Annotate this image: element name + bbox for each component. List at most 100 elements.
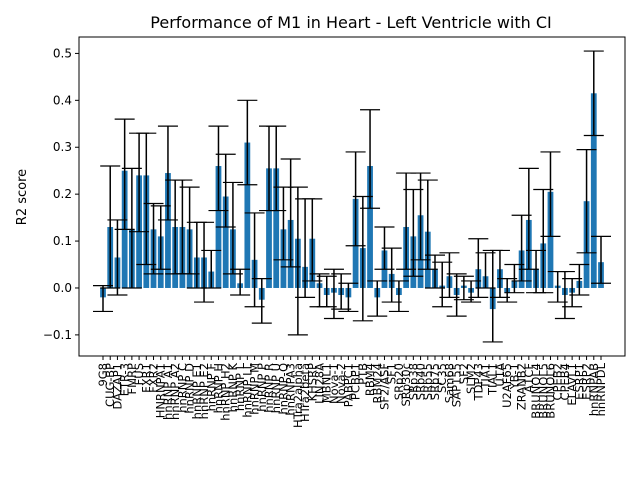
x-tick-label-28: HTra2beta — [298, 363, 312, 422]
chart-title: Performance of M1 in Heart - Left Ventri… — [150, 13, 551, 32]
x-tick-label-22: hnRNP P — [255, 363, 269, 412]
x-tick-label-54: TIAL1 — [486, 363, 500, 396]
bar-17 — [222, 196, 229, 288]
y-tick-label-2: 0.1 — [53, 234, 72, 248]
x-tick-label-66: ESRP1 — [572, 363, 586, 400]
x-tick-label-4: FMRP — [125, 363, 139, 395]
x-tick-label-29: KHSRP — [305, 363, 319, 401]
errorbar-20 — [237, 99, 258, 186]
x-tick-label-58: ZRANB2 — [515, 363, 529, 410]
x-tick-label-7: FXR2 — [147, 363, 161, 393]
x-axis: 9G8CUG-BPDAZAP1ETR-3FMRPFUSFXR1FXR2HNRNP… — [96, 356, 608, 428]
errorbars-layer — [93, 50, 611, 343]
x-tick-label-23: hnRNP R — [262, 363, 276, 413]
errorbar-15 — [201, 249, 222, 289]
x-tick-label-11: hnRNP C — [175, 363, 189, 413]
bar-62 — [547, 191, 554, 288]
x-tick-label-48: Sam68 — [442, 363, 456, 403]
x-tick-label-33: Nova-2 — [334, 363, 348, 404]
x-tick-label-46: SRp75 — [428, 363, 442, 400]
y-tick-label-6: 0.5 — [53, 46, 72, 60]
bar-9 — [165, 173, 171, 288]
y-tick-label-3: 0.2 — [53, 187, 72, 201]
x-tick-label-59: A1CF — [522, 363, 536, 393]
x-tick-label-67: ESRP2 — [580, 363, 594, 400]
bar-24 — [273, 168, 280, 288]
y-axis-label: R2 score — [15, 169, 30, 225]
errorbar-7 — [143, 202, 164, 275]
errorbar-62 — [540, 151, 561, 237]
x-tick-label-44: SRp40 — [414, 363, 428, 400]
x-tick-label-65: ELAVL1 — [565, 363, 579, 406]
errorbar-32 — [323, 268, 344, 320]
x-tick-label-36: PTB — [356, 363, 370, 385]
x-tick-label-21: hnRNP M — [248, 363, 262, 415]
x-tick-label-61: BRUNOL5 — [536, 363, 550, 419]
x-tick-label-12: hnRNP D — [183, 363, 197, 414]
errorbar-22 — [251, 277, 272, 324]
x-tick-label-8: HNRNPA1 — [154, 363, 168, 418]
x-tick-label-34: PABPC1 — [341, 363, 355, 407]
x-tick-label-24: hnRNP U — [269, 363, 283, 413]
x-tick-label-55: U1A — [493, 363, 507, 387]
x-tick-label-64: CPEB4 — [558, 363, 572, 400]
errorbar-67 — [576, 148, 597, 254]
x-tick-label-27: HTra2alpha — [291, 363, 305, 428]
errorbar-49 — [446, 273, 467, 317]
y-tick-label-4: 0.3 — [53, 140, 72, 154]
x-tick-label-9: hnRNP A1 — [161, 363, 175, 420]
x-tick-label-62: BRUNOL6 — [543, 363, 557, 419]
errorbar-34 — [338, 282, 359, 313]
x-tick-label-25: hnRNP-Q — [276, 363, 290, 414]
x-tick-label-52: TDP43 — [471, 363, 485, 401]
x-tick-label-43: SRp38 — [406, 363, 420, 400]
errorbar-68 — [583, 50, 604, 137]
x-tick-label-19: hnRNP L — [233, 362, 247, 411]
errorbar-19 — [230, 268, 251, 296]
x-tick-label-41: SRp20 — [392, 363, 406, 400]
x-tick-label-69: hnRNPDL — [594, 362, 608, 416]
x-tick-label-53: TIA1 — [479, 363, 493, 390]
x-tick-label-47: SC35 — [435, 363, 449, 393]
x-tick-label-45: SRp55 — [421, 363, 435, 400]
x-tick-label-2: DAZAP1 — [110, 363, 124, 410]
x-tick-label-0: 9G8 — [96, 363, 110, 387]
x-tick-label-51: SLM2 — [464, 363, 478, 394]
plot-frame — [78, 36, 626, 357]
x-tick-label-3: ETR-3 — [118, 363, 132, 396]
errorbar-64 — [554, 270, 575, 320]
x-tick-label-63: CPEB2 — [551, 363, 565, 400]
x-tick-label-57: YB-1 — [507, 363, 521, 390]
x-tick-label-50: SF2 — [457, 363, 471, 384]
x-tick-label-35: PCBP1 — [349, 363, 363, 400]
errorbar-14 — [194, 221, 215, 303]
x-tick-label-56: U2AF65 — [500, 363, 514, 408]
x-tick-label-5: FUS — [132, 363, 146, 385]
x-tick-label-49: SAP155 — [450, 363, 464, 407]
y-tick-label-0: −0.1 — [43, 328, 72, 342]
x-tick-label-60: BRUNOL4 — [529, 363, 543, 419]
errorbar-66 — [569, 263, 590, 296]
y-axis: −0.1 0.0 0.1 0.2 0.3 0.4 0.5 — [43, 46, 79, 342]
bar-68 — [590, 93, 597, 288]
x-tick-label-40: SF1 — [385, 363, 399, 384]
errorbar-69 — [591, 235, 611, 284]
x-tick-label-39: SF2/ASF — [377, 363, 391, 410]
x-tick-label-30: LIN28A — [313, 363, 327, 404]
x-tick-label-16: hnRNP H — [211, 363, 225, 413]
x-tick-label-1: CUG-BP — [103, 363, 117, 407]
errorbar-27 — [287, 186, 308, 336]
x-tick-label-26: hnRNPA3 — [284, 363, 298, 416]
x-tick-label-31: MBNL1 — [320, 363, 334, 403]
x-tick-label-13: hnRNP E1 — [190, 363, 204, 419]
bar-20 — [244, 142, 251, 288]
x-tick-label-38: RBM24 — [370, 363, 384, 403]
x-tick-label-10: hnRNP A2 — [168, 363, 182, 420]
x-tick-label-17: hnRNP H2 — [219, 363, 233, 421]
x-tick-label-14: hnRNP E2 — [197, 363, 211, 419]
errorbar-0 — [93, 285, 113, 313]
x-tick-label-42: SRp30c — [399, 363, 413, 407]
x-tick-label-68: hnRNPAB — [587, 363, 601, 416]
bar-23 — [266, 168, 272, 288]
